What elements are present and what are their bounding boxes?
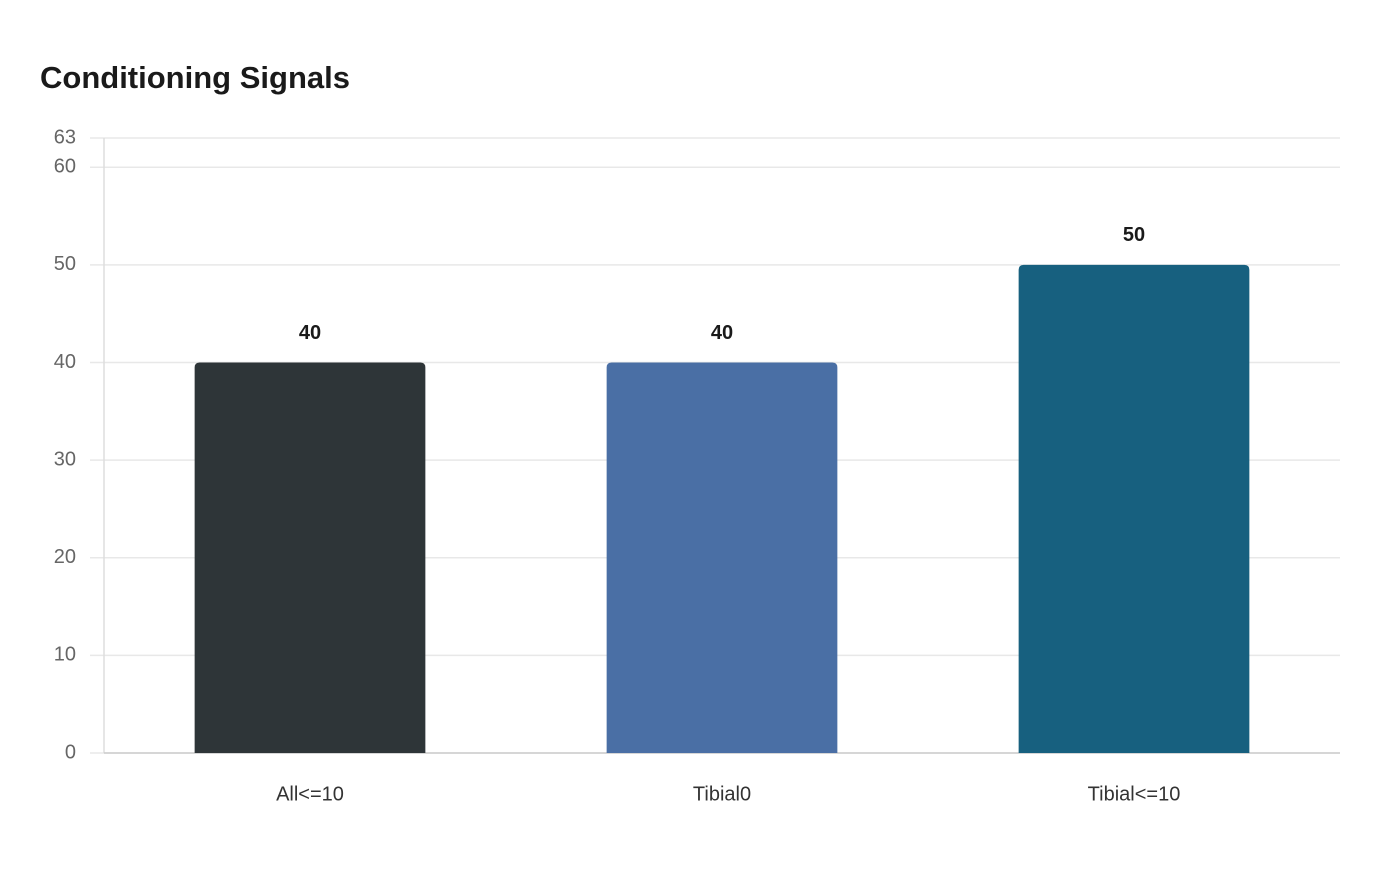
value-label: 40: [299, 322, 321, 344]
y-tick-label: 20: [54, 546, 76, 568]
bar: [1018, 264, 1250, 753]
value-label: 50: [1123, 224, 1145, 246]
y-tick-label: 60: [54, 156, 76, 178]
chart-title: Conditioning Signals: [40, 60, 350, 95]
bar: [194, 362, 426, 753]
x-tick-label: All<=10: [276, 783, 344, 805]
y-tick-label: 30: [54, 448, 76, 470]
y-tick-label: 40: [54, 351, 76, 373]
x-tick-label: Tibial<=10: [1088, 783, 1181, 805]
y-tick-label: 10: [54, 644, 76, 666]
bar: [606, 362, 838, 753]
y-tick-label: 63: [54, 126, 76, 148]
y-tick-label: 0: [65, 741, 76, 763]
x-tick-label: Tibial0: [693, 783, 751, 805]
value-label: 40: [711, 322, 733, 344]
y-tick-label: 50: [54, 253, 76, 275]
